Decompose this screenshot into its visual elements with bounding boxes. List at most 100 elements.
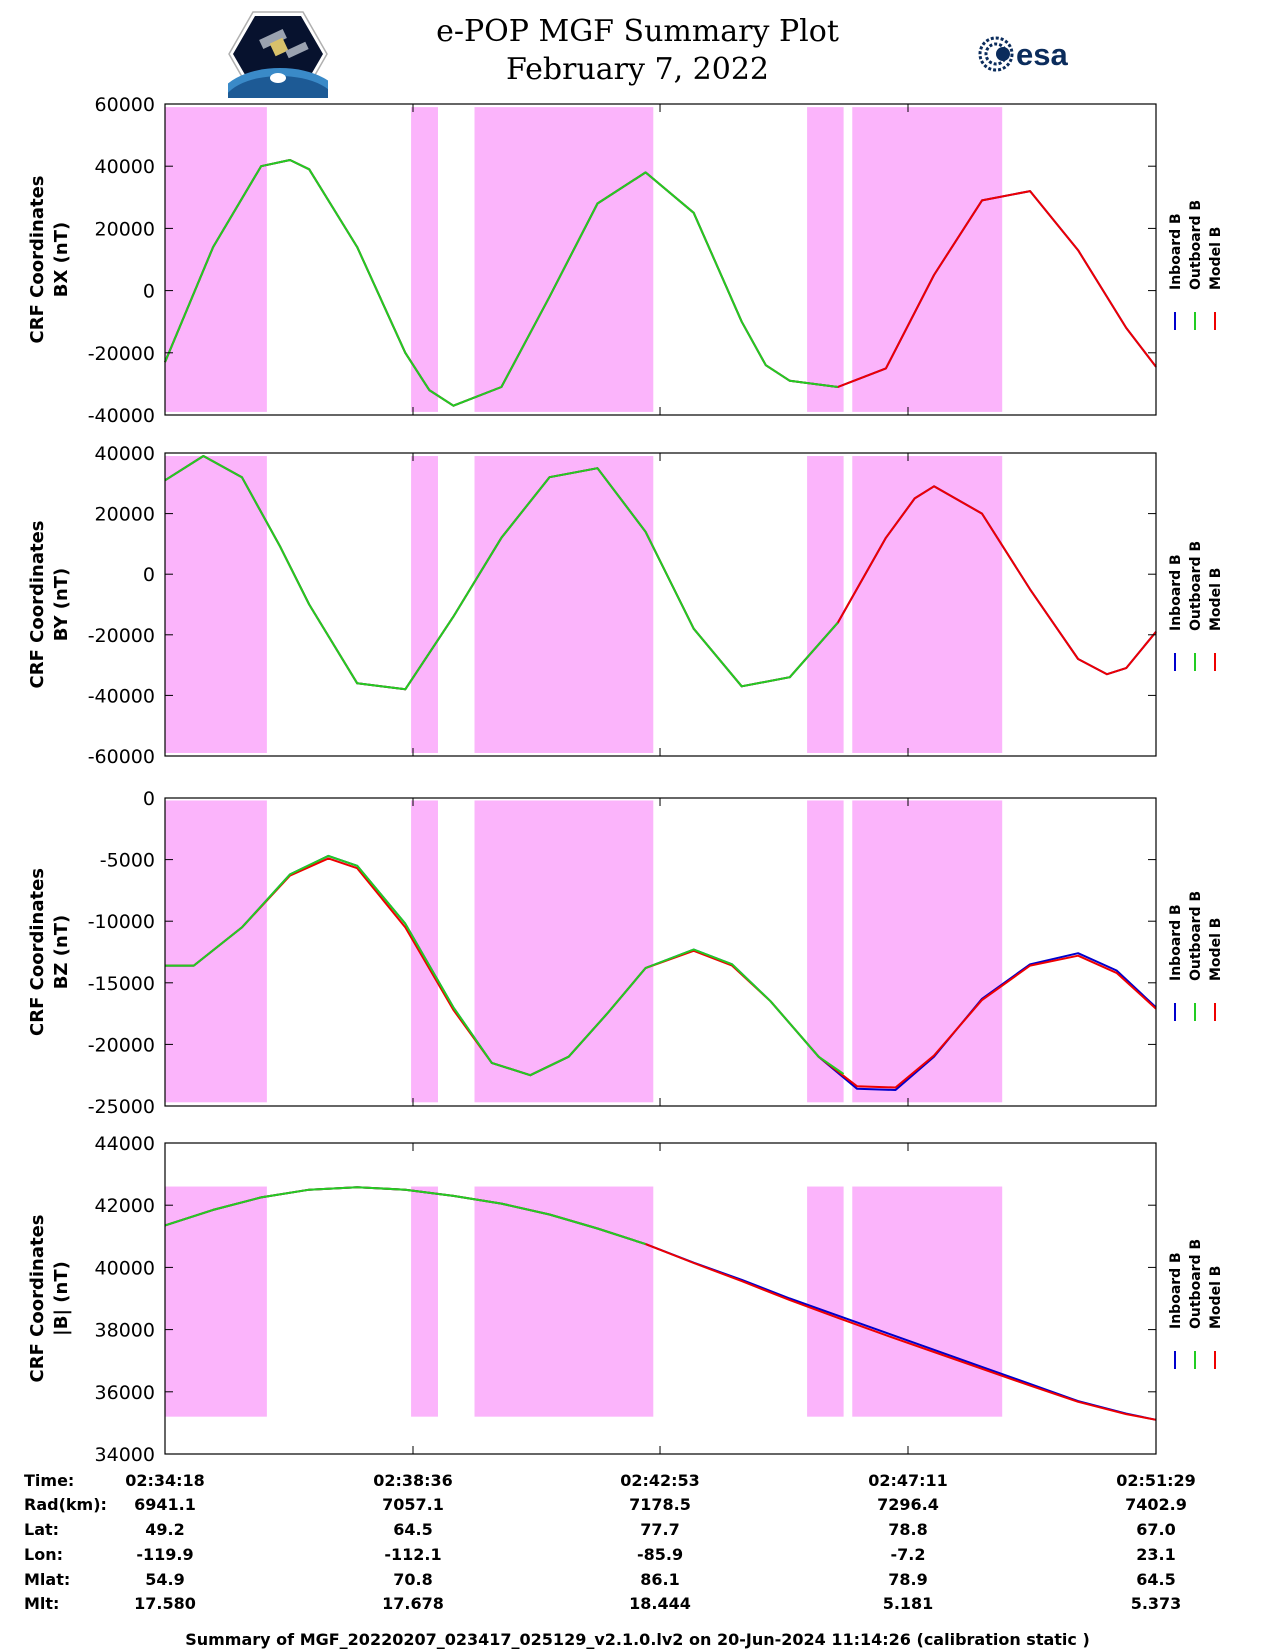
info-value: 78.9 [888,1570,927,1589]
y-tick-label: -40000 [88,405,155,427]
shaded-interval [852,1186,1003,1417]
x-tick-label: 02:47:11 [868,1471,948,1490]
esa-logo-icon: esa [978,36,1068,72]
info-value: 7402.9 [1125,1495,1187,1514]
panel-4: 34000 36000 38000 40000 42000 44000 CRF Coordi… [27,1133,1224,1466]
y-axis-unit-label: BY (nT) [51,568,72,642]
info-value: 7178.5 [629,1495,691,1514]
series-model-b [164,455,1157,691]
info-value: 64.5 [393,1520,432,1539]
y-axis-label: CRF Coordinates [27,521,48,689]
panel-1: -40000 -20000 0 20000 40000 60000 CRF Coordina… [27,94,1224,427]
y-tick-label: 20000 [95,218,155,240]
y-tick-label: -20000 [88,625,155,647]
info-value: 70.8 [393,1570,432,1589]
y-tick-label: 40000 [95,156,155,178]
info-value: 77.7 [640,1520,679,1539]
footer-caption: Summary of MGF_20220207_023417_025129_v2… [185,1630,1090,1649]
y-tick-label: -15000 [88,973,155,995]
info-row-label: Mlat: [24,1570,70,1589]
info-value: 18.444 [629,1594,691,1613]
shaded-interval [165,800,267,1103]
shaded-interval [807,456,844,753]
shaded-interval [165,456,267,753]
esa-logo-text: esa [1016,37,1068,72]
x-tick-label: 02:38:36 [373,1471,453,1490]
legend-label: Model B [1208,227,1224,290]
y-tick-label: 40000 [95,1257,155,1279]
shaded-interval [807,800,844,1103]
shaded-interval [807,1186,844,1417]
info-value: 6941.1 [134,1495,196,1514]
info-row-label: Mlt: [24,1594,59,1613]
y-axis-label: CRF Coordinates [27,176,48,344]
info-value: -119.9 [136,1545,193,1564]
info-row-label: Time: [24,1471,74,1490]
y-axis-label: CRF Coordinates [27,1215,48,1383]
shaded-interval [852,800,1003,1103]
panel-frame [164,797,1157,1107]
y-tick-label: 0 [143,788,155,810]
y-tick-label: 0 [143,281,155,303]
series-model-b [164,1186,1157,1421]
shaded-interval [165,107,267,412]
series-inboard-b [164,159,1157,407]
y-tick-label: -20000 [88,343,155,365]
info-value: 78.8 [888,1520,927,1539]
series-outboard-b [164,455,839,691]
legend-label: Outboard B [1188,200,1204,290]
shaded-interval [165,1186,267,1417]
y-tick-label: 34000 [95,1444,155,1466]
info-value: -85.9 [637,1545,683,1564]
y-axis-unit-label: BX (nT) [51,222,72,297]
y-tick-label: -60000 [88,746,155,768]
series-outboard-b [164,159,838,407]
panel-frame [164,103,1157,416]
plot-date: February 7, 2022 [505,52,769,87]
shaded-interval [852,107,1003,412]
shaded-interval [474,107,654,412]
info-value: 49.2 [145,1520,184,1539]
info-row-label: Lon: [24,1545,63,1564]
shaded-interval [474,1186,654,1417]
legend-label: Model B [1208,568,1224,631]
series-outboard-b [165,854,845,1077]
y-tick-label: -5000 [100,850,155,872]
legend-label: Outboard B [1188,891,1204,981]
series-inboard-b [165,854,1157,1091]
legend-label: Inboard B [1168,904,1184,981]
panel-frame [164,452,1157,757]
info-value: 23.1 [1136,1545,1175,1564]
y-axis-unit-label: |B| (nT) [51,1261,72,1336]
y-tick-label: -40000 [88,685,155,707]
series-outboard-b [164,1186,646,1246]
legend-label: Model B [1208,918,1224,981]
panel-2: -60000 -40000 -20000 0 20000 40000 CRF Coordin… [27,443,1224,768]
legend-label: Inboard B [1168,213,1184,290]
legend-label: Inboard B [1168,1252,1184,1329]
info-value: 5.181 [883,1594,934,1613]
y-tick-label: -10000 [88,911,155,933]
info-value: 17.580 [134,1594,196,1613]
x-tick-label: 02:51:29 [1116,1471,1196,1490]
y-tick-label: -25000 [88,1096,155,1118]
y-tick-label: 40000 [95,443,155,465]
info-row-label: Rad(km): [24,1495,107,1514]
info-value: 64.5 [1136,1570,1175,1589]
info-row-label: Lat: [24,1520,59,1539]
shaded-interval [807,107,844,412]
y-tick-label: 38000 [95,1320,155,1342]
shaded-interval [852,456,1003,753]
series-inboard-b [164,455,1157,691]
shaded-interval [474,456,654,753]
x-tick-label: 02:34:18 [125,1471,205,1490]
y-tick-label: -20000 [88,1034,155,1056]
y-tick-label: 42000 [95,1195,155,1217]
info-value: 5.373 [1131,1594,1182,1613]
info-value: 7057.1 [382,1495,444,1514]
legend-label: Outboard B [1188,1239,1204,1329]
legend-label: Inboard B [1168,554,1184,631]
series-inboard-b [164,1186,1157,1421]
info-value: -112.1 [384,1545,441,1564]
